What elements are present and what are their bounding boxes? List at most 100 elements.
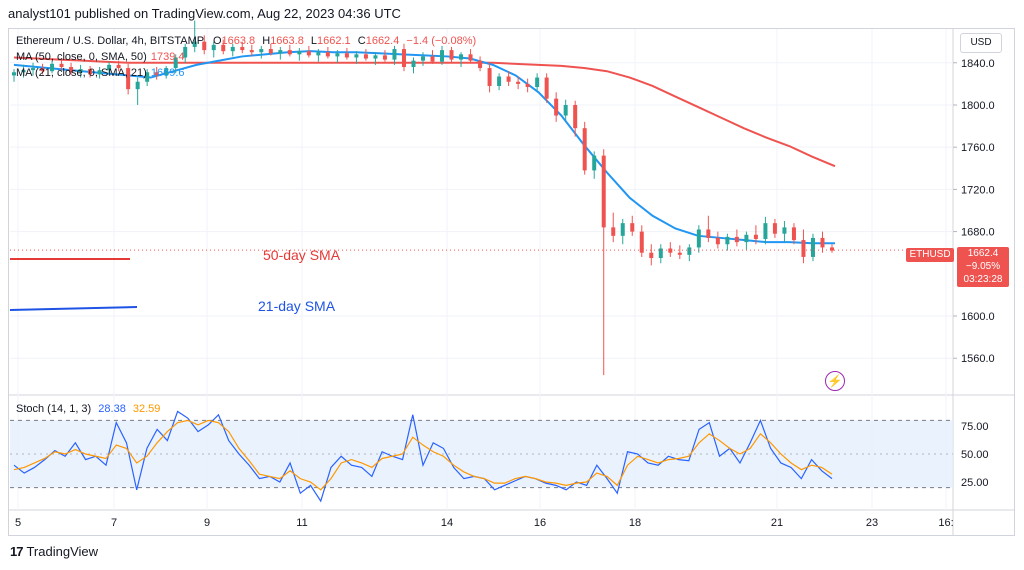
time-tick-label: 11 <box>296 517 307 529</box>
candle-body <box>392 49 397 60</box>
candle-body <box>715 237 720 245</box>
candle-body <box>563 104 568 116</box>
candle-body <box>506 76 511 82</box>
footer-brand[interactable]: 17 TradingView <box>10 544 98 559</box>
ma21-legend[interactable]: MA (21, close, 0, SMA, 21) 1669.6 <box>16 67 185 79</box>
candle-body <box>202 41 207 51</box>
candle-body <box>363 54 368 59</box>
candle-body <box>373 55 378 59</box>
candle-body <box>582 128 587 171</box>
candle-body <box>287 50 292 55</box>
stoch-legend-label: Stoch (14, 1, 3) <box>16 403 92 415</box>
candle-body <box>192 41 197 47</box>
candle-body <box>173 57 178 69</box>
candle-body <box>763 223 768 239</box>
ma50-legend[interactable]: MA (50, close, 0, SMA, 50) 1739.4 <box>16 51 185 63</box>
stoch-tick-label: 50.00 <box>961 449 989 461</box>
footer-brand-text: TradingView <box>26 544 99 559</box>
ma50-legend-label: MA (50, close, 0, SMA, 50) <box>16 51 147 63</box>
candle-body <box>411 60 416 67</box>
stoch-k-line <box>13 410 833 503</box>
candle-body <box>154 72 159 76</box>
price-tick-label: 1800.0 <box>961 100 995 112</box>
ohlc-high-key: H <box>262 35 271 47</box>
candle-body <box>459 54 464 60</box>
candle-body <box>221 44 226 52</box>
candle-body <box>478 60 483 69</box>
price-tick-label: 1560.0 <box>961 353 995 365</box>
candle-body <box>725 236 730 245</box>
time-tick-label: 5 <box>15 517 21 529</box>
candle-body <box>592 155 597 171</box>
chart-frame <box>8 28 1015 536</box>
time-tick-label: 21 <box>771 517 783 529</box>
publish-header: analyst101 published on TradingView.com,… <box>8 6 401 21</box>
candle-body <box>211 44 216 51</box>
time-tick-label: 9 <box>204 517 210 529</box>
lightning-icon[interactable]: ⚡ <box>825 371 845 391</box>
candle-body <box>801 240 806 257</box>
candle-body <box>297 51 302 55</box>
candle-body <box>183 46 188 58</box>
candle-body <box>554 98 559 116</box>
candle-body <box>639 231 644 253</box>
candle-body <box>525 83 530 88</box>
candle-body <box>107 64 112 71</box>
sma50-annotation: 50-day SMA <box>263 247 341 263</box>
candle-body <box>791 227 796 241</box>
ohlc-close-key: C <box>357 35 366 47</box>
last-price-value: 1662.4 <box>967 248 999 259</box>
candle-body <box>316 52 321 56</box>
stoch-d-line <box>13 419 833 491</box>
candle-body <box>401 49 406 67</box>
candle-body <box>573 104 578 129</box>
candle-body <box>59 63 64 67</box>
candle-body <box>677 252 682 255</box>
candle-body <box>440 50 445 62</box>
candle-body <box>535 77 540 88</box>
candle-body <box>687 247 692 255</box>
candle-body <box>611 227 616 236</box>
candle-body <box>449 50 454 60</box>
symbol-legend: Ethereum / U.S. Dollar, 4h, BITSTAMP O16… <box>16 35 480 47</box>
currency-button[interactable]: USD <box>960 33 1002 53</box>
candle-body <box>658 248 663 258</box>
ohlc-open-key: O <box>212 35 222 47</box>
ma21-legend-label: MA (21, close, 0, SMA, 21) <box>16 67 147 79</box>
stoch-d-value: 32.59 <box>132 403 161 415</box>
candle-body <box>278 50 283 54</box>
ohlc-open-value: 1663.8 <box>221 35 256 47</box>
candle-body <box>306 51 311 56</box>
candle-body <box>468 54 473 61</box>
sma21-annotation-line <box>9 306 138 311</box>
candle-body <box>344 53 349 58</box>
price-tick-label: 1680.0 <box>961 227 995 239</box>
last-price-badge: 1662.4 −9.05% 03:23:28 <box>957 247 1009 287</box>
symbol-badge: ETHUSD <box>906 248 954 262</box>
candle-body <box>734 236 739 243</box>
candle-body <box>620 223 625 236</box>
candle-body <box>810 237 815 257</box>
ma50-line <box>13 56 836 168</box>
candle-body <box>753 234 758 239</box>
candle-body <box>772 223 777 234</box>
candle-body <box>516 81 521 84</box>
ma50-legend-value: 1739.4 <box>150 51 185 63</box>
stoch-legend[interactable]: Stoch (14, 1, 3) 28.38 32.59 <box>16 403 160 415</box>
candle-body <box>820 237 825 248</box>
price-tick-label: 1720.0 <box>961 184 995 196</box>
candle-body <box>135 81 140 90</box>
candle-body <box>354 54 359 58</box>
candle-body <box>696 229 701 248</box>
candle-body <box>544 77 549 99</box>
candle-body <box>430 56 435 62</box>
candle-body <box>126 68 131 90</box>
candle-body <box>706 229 711 238</box>
time-tick-label: 16: <box>938 517 953 529</box>
candle-body <box>116 64 121 69</box>
candle-body <box>497 76 502 86</box>
ohlc-change-value: −1.4 (−0.08%) <box>406 35 477 47</box>
candle-body <box>744 234 749 243</box>
price-tick-label: 1840.0 <box>961 58 995 70</box>
